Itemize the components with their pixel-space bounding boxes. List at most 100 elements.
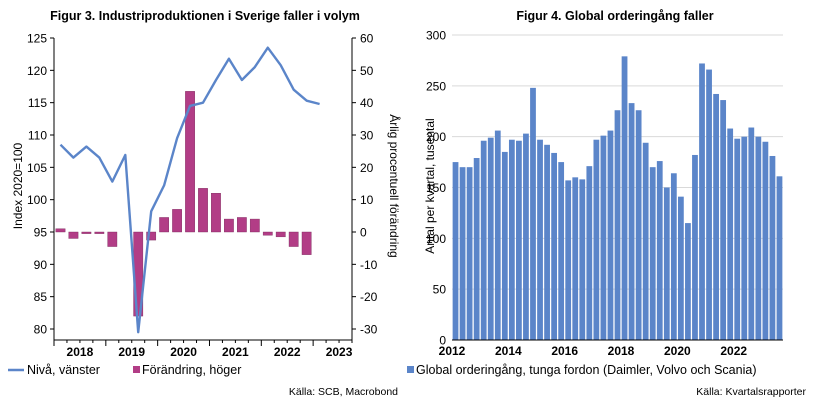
order-bar: [487, 137, 494, 340]
left-tick-label: 120: [27, 64, 47, 78]
figure4-bar-series: [452, 56, 783, 341]
order-bar: [473, 158, 480, 340]
figure4-legend: Global orderingång, tunga fordon (Daimle…: [407, 363, 756, 377]
x-year-label: 2019: [118, 345, 145, 359]
left-tick-label: 110: [28, 129, 47, 143]
x-year-label: 2018: [67, 345, 94, 359]
figure4-x-axis: 2012 2014 2016 2018 2020 2022: [439, 339, 783, 358]
right-tick-label: 10: [360, 193, 374, 207]
order-bar: [452, 162, 459, 340]
order-bar: [670, 173, 677, 340]
order-bar: [530, 87, 536, 340]
order-bar: [501, 151, 508, 340]
order-bar: [741, 136, 748, 340]
order-bar: [649, 167, 656, 340]
change-bar: [68, 231, 79, 239]
order-bar: [713, 93, 719, 340]
order-bar: [593, 139, 600, 340]
order-bar: [699, 63, 705, 340]
legend-bar-swatch: [133, 366, 140, 373]
change-bar: [262, 231, 273, 236]
figure3-bar-series: [55, 91, 312, 317]
change-bar: [81, 231, 92, 234]
order-bar: [558, 162, 565, 340]
level-line: [59, 46, 320, 334]
right-tick-label: -30: [360, 323, 378, 337]
order-bar: [466, 167, 473, 340]
left-tick-label: 115: [28, 96, 47, 110]
figure3-source: Källa: SCB, Macrobond: [289, 386, 398, 398]
order-bar: [642, 142, 649, 340]
right-tick-label: 0: [360, 226, 367, 240]
legend-bar-swatch: [407, 366, 414, 373]
change-bar: [301, 231, 312, 255]
figure3-title: Figur 3. Industriproduktionen i Sverige …: [50, 9, 360, 23]
y-tick-label: 0: [439, 334, 446, 348]
change-bar: [172, 209, 182, 233]
right-tick-label: -10: [360, 258, 378, 272]
order-bar: [776, 176, 783, 340]
x-year-label: 2020: [170, 345, 197, 359]
figure3-right-y-axis: -30 -20 -10 0 10 20 30 40 50 60: [351, 32, 378, 340]
order-bar: [579, 179, 586, 340]
order-bar: [720, 100, 727, 340]
order-bar: [656, 161, 663, 340]
order-bar: [565, 180, 572, 340]
y-tick-label: 50: [433, 283, 447, 297]
order-bar: [607, 130, 614, 340]
y-tick-label: 150: [426, 181, 446, 195]
order-bar: [706, 69, 712, 341]
change-bar: [94, 231, 105, 234]
order-bar: [516, 140, 522, 340]
legend-item-change: Förändring, höger: [142, 363, 241, 377]
order-bar: [551, 152, 558, 340]
x-year-label: 2021: [222, 345, 249, 359]
figure3-x-axis: 2018 2019 2020 2021 2022 2023: [53, 339, 353, 359]
order-bar: [769, 155, 776, 340]
order-bar: [572, 177, 579, 340]
change-bar: [55, 228, 66, 233]
y-tick-label: 200: [426, 130, 446, 144]
change-bar: [211, 192, 221, 233]
order-bar: [480, 140, 487, 340]
order-bar: [727, 128, 734, 340]
x-year-label: 2014: [495, 344, 522, 358]
order-bar: [635, 110, 642, 340]
y-tick-label: 250: [426, 79, 446, 93]
x-year-label: 2012: [439, 344, 466, 358]
right-tick-label: 60: [360, 32, 374, 46]
figure3-right-axis-label: Årlig procentuell förändring: [387, 114, 402, 257]
right-tick-label: -20: [360, 290, 378, 304]
order-bar: [537, 139, 543, 340]
left-tick-label: 125: [27, 32, 47, 46]
order-bar: [734, 138, 741, 340]
left-tick-label: 80: [34, 323, 48, 337]
right-tick-label: 40: [360, 96, 374, 110]
change-bar: [249, 218, 260, 233]
change-bar: [288, 231, 299, 247]
figure4-y-axis-label: Antal per kvartal, tusental: [423, 118, 437, 253]
x-year-label: 2023: [326, 345, 353, 359]
figure3-chart: Figur 3. Industriproduktionen i Sverige …: [8, 9, 402, 398]
x-year-label: 2016: [551, 344, 578, 358]
y-tick-label: 100: [426, 232, 446, 246]
order-bar: [628, 103, 635, 340]
order-bar: [523, 133, 529, 340]
order-bar: [494, 130, 501, 340]
left-tick-label: 100: [27, 193, 47, 207]
legend-item-level: Nivå, vänster: [27, 363, 100, 377]
figure3-left-y-axis: 80 85 90 95 100 105 110 115 120 125: [27, 32, 55, 340]
order-bar: [508, 139, 515, 340]
change-bar: [275, 231, 286, 238]
figure4-title: Figur 4. Global orderingång faller: [516, 9, 713, 23]
right-tick-label: 30: [360, 129, 374, 143]
change-bar: [146, 231, 157, 241]
order-bar: [614, 110, 621, 340]
figure3-legend: Nivå, vänster Förändring, höger: [8, 363, 241, 377]
change-bar: [159, 217, 169, 233]
order-bar: [762, 141, 769, 340]
order-bar: [685, 223, 691, 340]
left-tick-label: 105: [27, 161, 47, 175]
change-bar: [198, 188, 208, 233]
change-bar: [107, 231, 118, 247]
